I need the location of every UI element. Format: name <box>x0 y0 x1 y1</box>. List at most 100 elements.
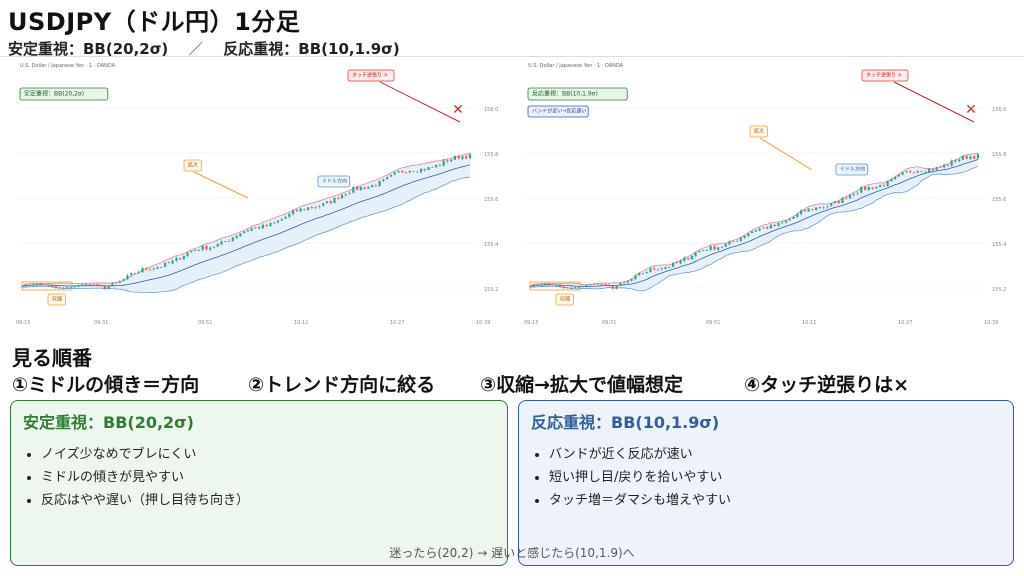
x-tick-label: 09:51 <box>198 320 212 326</box>
candle-body <box>250 228 253 231</box>
middle-label: ミドル方向 <box>322 178 347 185</box>
candle-body <box>39 283 42 285</box>
candle-body <box>231 237 234 241</box>
candle-body <box>36 283 39 285</box>
candle-body <box>645 272 648 274</box>
candle-body <box>852 194 855 196</box>
bollinger-middle-line <box>529 159 979 287</box>
x-tick-label: 09:15 <box>16 320 30 326</box>
candle-body <box>596 284 599 285</box>
candle-body <box>468 154 472 159</box>
candle-body <box>359 187 362 191</box>
candle-body <box>965 156 968 159</box>
candle-body <box>815 207 818 211</box>
candle-body <box>325 201 328 204</box>
candle-body <box>837 201 840 204</box>
candle-body <box>303 208 306 210</box>
candle-body <box>299 208 302 212</box>
candle-body <box>329 201 332 204</box>
candle-body <box>634 275 637 280</box>
subtitle-reactive: 反応重視：BB(10,1.9σ) <box>223 40 400 58</box>
chart-reactive-bb: 156.0 155.8 155.6 155.4 155.2 09:15 09:31 09:51… <box>516 58 1006 330</box>
candle-body <box>928 168 931 173</box>
candle-body <box>107 286 110 289</box>
candle-body <box>148 269 152 271</box>
candle-body <box>66 287 69 288</box>
candle-body <box>111 283 114 286</box>
candle-body <box>875 186 878 189</box>
candle-body <box>656 269 660 271</box>
candle-body <box>728 241 731 245</box>
candle-body <box>273 222 276 224</box>
candle-body <box>856 192 859 194</box>
candle-body <box>649 268 652 273</box>
candle-body <box>751 231 754 233</box>
candle-body <box>841 197 844 203</box>
candle-body <box>532 284 535 287</box>
step-4: ④タッチ逆張りは× <box>744 374 910 396</box>
candle-body <box>845 198 848 199</box>
candle-body <box>690 256 693 260</box>
candle-body <box>577 287 580 288</box>
candle-body <box>931 169 934 171</box>
list-item: バンドが近く反応が速い <box>549 443 1001 466</box>
candle-body <box>743 235 746 238</box>
candle-body <box>69 287 72 288</box>
y-tick-label: 155.8 <box>484 152 498 158</box>
chart-stable-svg: 156.0 155.8 155.6 155.4 155.2 09:15 09:31 09:51… <box>8 58 498 330</box>
card-reactive-title: 反応重視：BB(10,1.9σ) <box>531 413 720 432</box>
candle-body <box>864 186 867 190</box>
candle-body <box>897 174 900 177</box>
candle-body <box>235 235 238 238</box>
candle-body <box>100 285 103 287</box>
candle-body <box>201 246 204 251</box>
bollinger-upper-band <box>21 152 471 287</box>
candle-body <box>141 268 144 273</box>
candle-body <box>77 285 80 287</box>
candle-body <box>638 273 641 275</box>
chart-stable-bb: 156.0 155.8 155.6 155.4 155.2 09:15 09:31 09:51… <box>8 58 498 330</box>
candle-body <box>96 284 99 285</box>
bollinger-upper-band <box>529 152 979 287</box>
note-badge-box <box>527 105 589 118</box>
candle-body <box>683 257 686 261</box>
expand-label: 拡大 <box>188 162 198 169</box>
candle-body <box>122 279 125 281</box>
candle-body <box>186 252 189 257</box>
candle-body <box>976 154 980 159</box>
page-title: USDJPY（ドル円）1分足 <box>8 8 301 36</box>
candle-body <box>702 250 705 251</box>
candle-body <box>461 156 464 160</box>
x-tick-label: 10:39 <box>476 320 490 326</box>
candle-body <box>619 283 622 286</box>
candle-body <box>337 198 340 199</box>
candle-body <box>890 179 893 182</box>
touch-label: タッチ逆張り × <box>352 72 388 79</box>
subtitle-separator: ／ <box>188 40 204 58</box>
candle-body <box>781 222 784 224</box>
candle-body <box>867 187 870 191</box>
candle-body <box>762 227 765 229</box>
x-tick-label: 10:11 <box>802 320 816 326</box>
candle-body <box>547 283 550 285</box>
candle-body <box>961 155 964 160</box>
squeeze-label-box <box>47 293 66 306</box>
candle-body <box>800 210 803 215</box>
x-tick-label: 09:51 <box>706 320 720 326</box>
candle-body <box>220 241 223 245</box>
chart-reactive-svg: 156.0 155.8 155.6 155.4 155.2 09:15 09:31 09:51… <box>516 58 1006 330</box>
candle-body <box>822 207 825 209</box>
candle-body <box>228 240 231 242</box>
candle-body <box>190 251 193 253</box>
x-tick-label: 10:27 <box>898 320 912 326</box>
candle-body <box>243 231 246 233</box>
candles-group <box>528 152 980 291</box>
indicator-badge-box <box>527 87 628 101</box>
candle-body <box>333 197 336 203</box>
candle-body <box>630 279 633 281</box>
candle-body <box>446 160 449 162</box>
y-tick-label: 155.6 <box>992 197 1006 203</box>
candle-body <box>408 171 411 173</box>
candle-body <box>570 287 573 289</box>
expand-label: 拡大 <box>754 128 764 135</box>
